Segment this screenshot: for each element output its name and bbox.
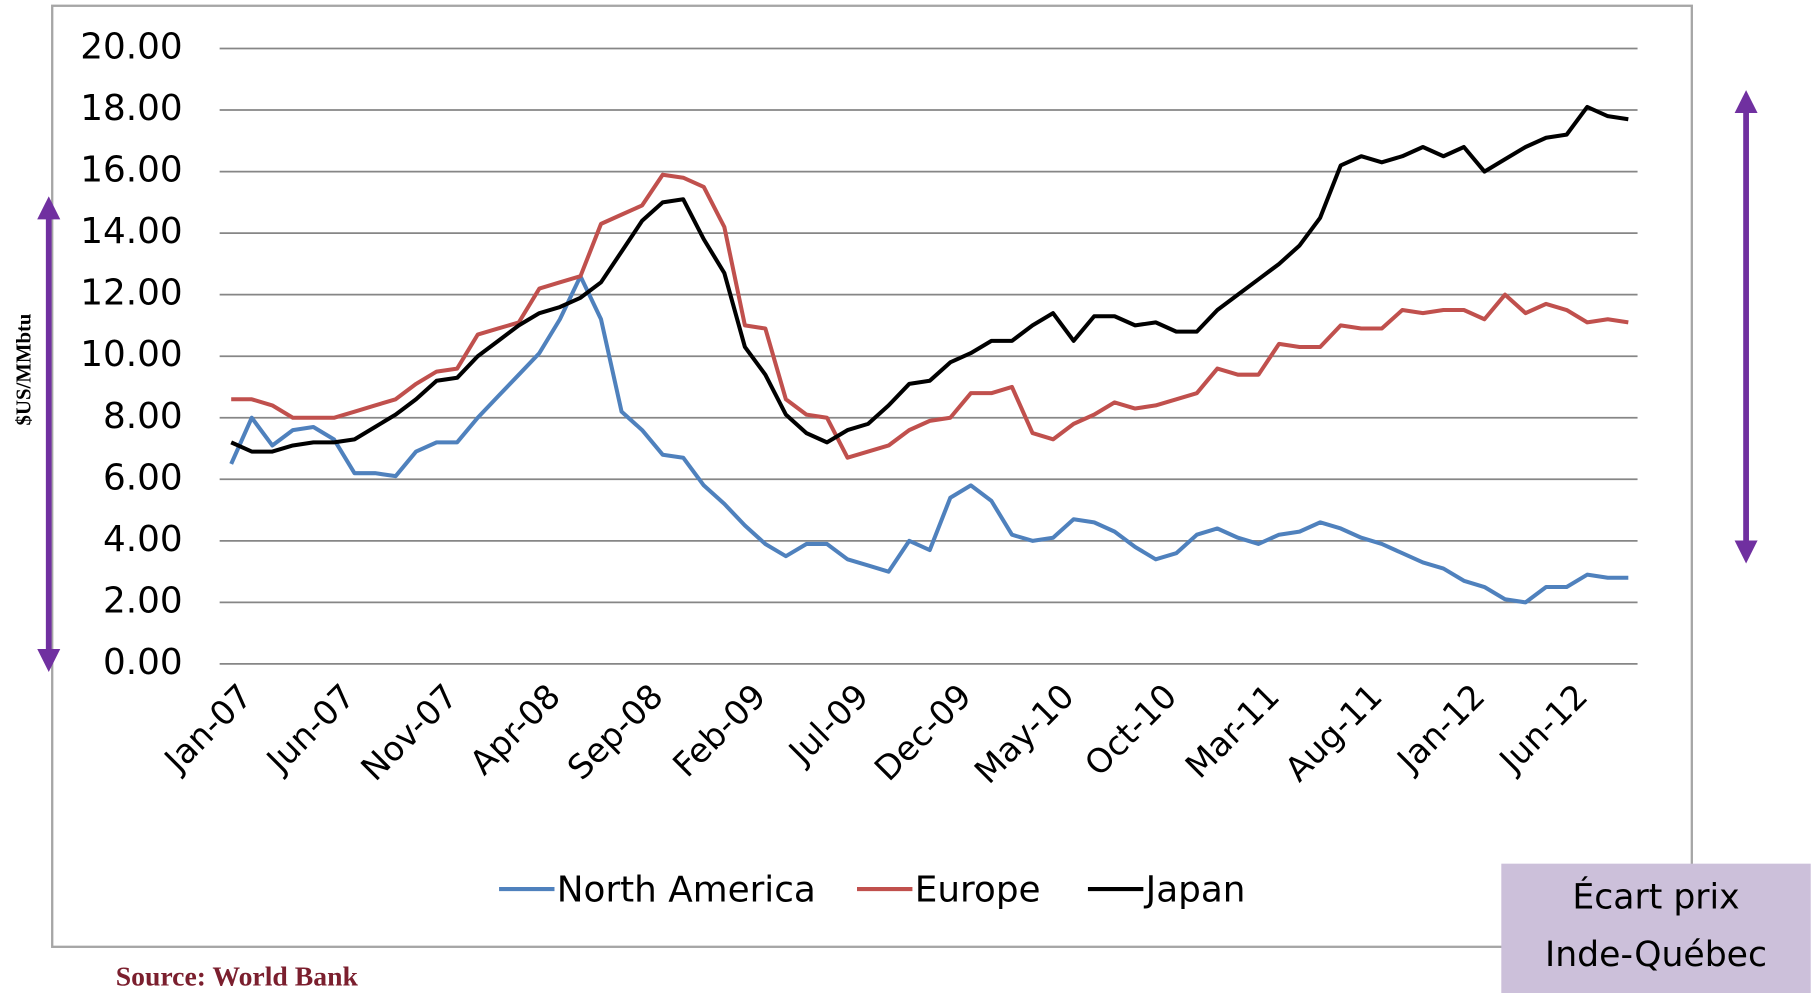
series-line — [231, 172, 1629, 460]
y-tick-label: 8.00 — [103, 396, 183, 437]
source: Source: World Bank — [116, 961, 359, 992]
y-tick-label: 4.00 — [103, 519, 183, 560]
y-tick-label: 2.00 — [103, 580, 183, 621]
y-tick-label: 20.00 — [80, 26, 182, 67]
y-tick-label: 14.00 — [80, 211, 182, 252]
annotation: Inde-Québec — [1545, 935, 1767, 975]
y-tick-label: 0.00 — [103, 642, 183, 683]
y-axis-label: $US/MMbtu — [12, 314, 35, 426]
annotation-box — [1501, 863, 1811, 993]
series-line — [230, 104, 1629, 454]
y-tick-label: 12.00 — [80, 273, 182, 314]
y-tick-label: 10.00 — [80, 334, 182, 375]
legend-label: North America — [557, 869, 816, 910]
series-line — [229, 274, 1629, 605]
y-tick-label: 6.00 — [103, 457, 183, 498]
y-tick-label: 16.00 — [80, 150, 182, 191]
legend-label: Europe — [915, 869, 1041, 910]
annotation: Écart prix — [1572, 875, 1739, 917]
legend-label: Japan — [1144, 869, 1246, 910]
chart-frame — [51, 4, 1693, 948]
y-tick-label: 18.00 — [80, 88, 182, 129]
